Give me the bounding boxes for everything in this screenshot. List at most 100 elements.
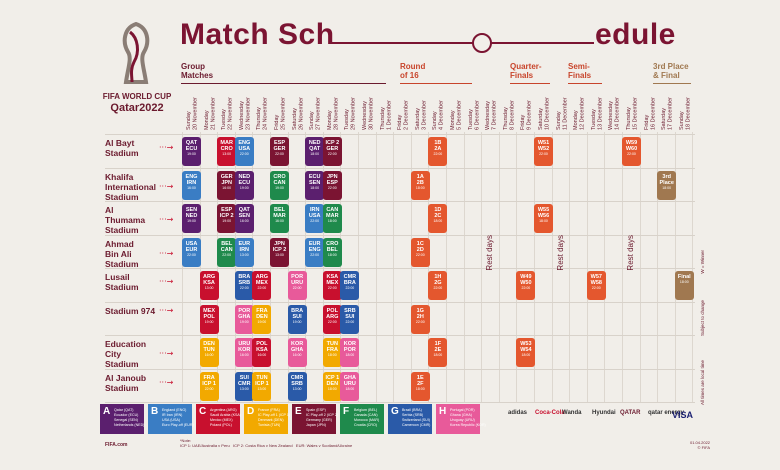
grid-column-line <box>586 132 588 402</box>
match-card[interactable]: 1A 2B 18:00 <box>410 170 430 200</box>
match-team-2: W50 <box>520 280 532 287</box>
day-header: Monday 21 November <box>203 96 217 130</box>
match-team-1: ENG <box>238 140 251 146</box>
match-card[interactable]: FRA ICP 1 22:00 <box>199 371 219 401</box>
match-team-1: TUN <box>256 374 268 381</box>
match-card[interactable]: KOR POR 18:00 <box>340 338 360 367</box>
match-team-2: ECU <box>238 179 251 186</box>
match-time: 16:00 <box>222 185 232 190</box>
stadium-label: Al Janoub Stadium ···→ <box>105 373 173 393</box>
match-time: 19:00 <box>275 185 284 190</box>
match-card[interactable]: QAT ECU 19:00 <box>182 137 201 166</box>
match-card[interactable]: ARG KSA 13:00 <box>199 271 219 300</box>
match-card[interactable]: 1D 2C 18:00 <box>428 204 448 233</box>
match-card[interactable]: W59 W60 22:00 <box>622 137 641 166</box>
match-card[interactable]: ICP 1 DEN 18:00 <box>322 371 342 401</box>
match-card[interactable]: FRA DEN 19:00 <box>252 304 272 334</box>
match-card[interactable]: EUR ENG 22:00 <box>305 237 325 267</box>
match-card[interactable]: POL ARG 22:00 <box>322 304 342 334</box>
match-card[interactable]: MAR CRO 13:00 <box>217 137 237 166</box>
match-card[interactable]: ESP GER 22:00 <box>270 137 289 166</box>
match-card[interactable]: KOR GHA 16:00 <box>287 338 307 367</box>
match-card[interactable]: NED ECU 19:00 <box>234 170 254 200</box>
match-card[interactable]: TUN ICP 1 13:00 <box>252 371 272 401</box>
match-team-1: 1C <box>416 240 424 247</box>
match-team-2: CAN <box>273 179 286 186</box>
match-card[interactable]: ENG USA 22:00 <box>234 137 254 166</box>
match-card[interactable]: 1C 2D 22:00 <box>410 237 430 267</box>
match-card[interactable]: 1E 2F 18:00 <box>410 371 430 401</box>
match-card[interactable]: W49 W50 22:00 <box>516 271 536 300</box>
match-card[interactable]: POR GHA 19:00 <box>234 304 254 334</box>
match-card[interactable]: SRB SUI 22:00 <box>340 304 360 334</box>
match-card[interactable]: 3rd Place 18:00 <box>657 170 677 200</box>
match-time: 13:00 <box>292 386 302 391</box>
match-card[interactable]: SUI CMR 13:00 <box>234 371 254 401</box>
match-card[interactable]: Final 18:00 <box>674 271 694 300</box>
match-card[interactable]: POR URU 22:00 <box>287 271 307 300</box>
match-team-2: SRB <box>238 280 251 287</box>
match-card[interactable]: 1B 2A 22:00 <box>428 137 448 166</box>
match-team-1: ESP <box>221 207 233 213</box>
match-card[interactable]: CMR SRB 13:00 <box>287 371 307 401</box>
match-card[interactable]: W53 W54 18:00 <box>516 338 536 367</box>
match-card[interactable]: W57 W58 22:00 <box>586 271 606 300</box>
match-card[interactable]: ESP ICP 2 19:00 <box>217 204 237 233</box>
stadium-label: Khalifa International Stadium ···→ <box>105 172 173 202</box>
grid-column-line <box>340 132 342 402</box>
grid-column-line <box>446 132 447 402</box>
match-team-1: POR <box>291 274 304 280</box>
match-card[interactable]: QAT SEN 16:00 <box>234 204 254 233</box>
arrow-icon: ···→ <box>159 305 174 315</box>
match-card[interactable]: GHA URU 18:00 <box>340 371 360 401</box>
match-card[interactable]: BEL CAN 22:00 <box>217 237 237 267</box>
match-time: 16:00 <box>204 353 214 358</box>
group-letter: F <box>343 406 350 417</box>
match-card[interactable]: CRO BEL 18:00 <box>322 237 342 267</box>
match-card[interactable]: MEX POL 19:00 <box>199 304 219 334</box>
match-card[interactable]: KSA MEX 22:00 <box>322 271 342 300</box>
day-header: Sunday 4 December <box>432 100 445 130</box>
match-time: 13:00 <box>222 152 232 157</box>
match-card[interactable]: BRA SRB 22:00 <box>234 271 254 300</box>
match-card[interactable]: ICP 2 GER 22:00 <box>322 137 342 166</box>
match-card[interactable]: 1G 2H 22:00 <box>410 304 430 334</box>
match-team-1: URU <box>238 341 251 347</box>
match-card[interactable]: GER JPN 16:00 <box>217 170 237 200</box>
match-card[interactable]: CMR BRA 22:00 <box>340 271 360 300</box>
match-team-1: EUR <box>308 240 321 247</box>
match-card[interactable]: DEN TUN 16:00 <box>199 338 219 367</box>
match-team-1: SRB <box>344 307 356 314</box>
match-card[interactable]: W51 W52 22:00 <box>534 137 553 166</box>
stadium-name: Lusail Stadium <box>105 272 139 292</box>
match-card[interactable]: ARG MEX 22:00 <box>252 271 272 300</box>
day-header: Friday 25 November <box>274 96 287 130</box>
match-card[interactable]: SEN NED 19:00 <box>182 204 201 233</box>
match-card[interactable]: JPN ICP 2 13:00 <box>270 237 289 267</box>
match-card[interactable]: BEL MAR 16:00 <box>270 204 289 233</box>
match-card[interactable]: CRO CAN 19:00 <box>270 170 289 200</box>
match-card[interactable]: IRN USA 22:00 <box>305 204 325 233</box>
footer-site: FIFA.com <box>105 442 128 448</box>
match-card[interactable]: USA EUR 22:00 <box>182 237 201 267</box>
match-card[interactable]: JPN ESP 22:00 <box>322 170 342 200</box>
match-team-2: 2F <box>417 380 424 387</box>
match-time: 13:00 <box>239 386 249 391</box>
match-card[interactable]: EUR IRN 13:00 <box>234 237 254 267</box>
day-header: Wednesday 23 November <box>238 96 252 130</box>
match-card[interactable]: 1F 2E 18:00 <box>428 338 448 367</box>
arrow-icon: ···→ <box>159 181 174 191</box>
grid-column-line <box>498 132 500 402</box>
match-card[interactable]: W55 W56 18:00 <box>534 204 553 233</box>
match-card[interactable]: 1H 2G 22:00 <box>428 271 448 300</box>
group-legend-a: A Qatar (QAT) Ecuador (ECU) Senegal (SEN)… <box>100 404 144 434</box>
match-card[interactable]: TUN FRA 18:00 <box>322 338 342 367</box>
match-card[interactable]: CAN MAR 18:00 <box>322 204 342 233</box>
match-card[interactable]: POL KSA 16:00 <box>252 338 272 367</box>
day-header: Sunday 11 December <box>555 97 569 130</box>
match-card[interactable]: BRA SUI 19:00 <box>287 304 307 334</box>
match-card[interactable]: NED QAT 18:00 <box>305 137 325 166</box>
match-card[interactable]: URU KOR 16:00 <box>234 338 254 367</box>
match-card[interactable]: ENG IRN 16:00 <box>182 170 201 200</box>
match-card[interactable]: ECU SEN 18:00 <box>305 170 325 200</box>
